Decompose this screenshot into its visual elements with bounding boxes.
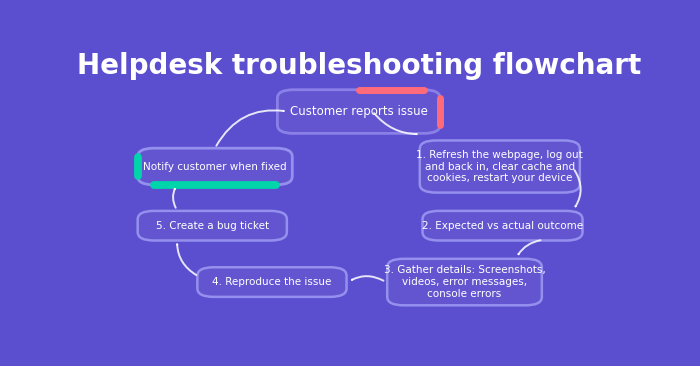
Text: 3. Gather details: Screenshots,
videos, error messages,
console errors: 3. Gather details: Screenshots, videos, … bbox=[384, 265, 545, 299]
Text: Helpdesk troubleshooting flowchart: Helpdesk troubleshooting flowchart bbox=[76, 52, 641, 81]
FancyBboxPatch shape bbox=[138, 148, 293, 185]
FancyBboxPatch shape bbox=[197, 267, 346, 297]
FancyBboxPatch shape bbox=[138, 211, 287, 240]
FancyBboxPatch shape bbox=[423, 211, 582, 240]
Text: Notify customer when fixed: Notify customer when fixed bbox=[144, 161, 287, 172]
Text: 5. Create a bug ticket: 5. Create a bug ticket bbox=[155, 221, 269, 231]
Text: 1. Refresh the webpage, log out
and back in, clear cache and
cookies, restart yo: 1. Refresh the webpage, log out and back… bbox=[416, 150, 583, 183]
FancyBboxPatch shape bbox=[387, 259, 542, 305]
Text: 4. Reproduce the issue: 4. Reproduce the issue bbox=[212, 277, 332, 287]
Text: Customer reports issue: Customer reports issue bbox=[290, 105, 428, 118]
Text: 2. Expected vs actual outcome: 2. Expected vs actual outcome bbox=[422, 221, 583, 231]
FancyBboxPatch shape bbox=[420, 141, 580, 193]
FancyBboxPatch shape bbox=[277, 90, 440, 133]
